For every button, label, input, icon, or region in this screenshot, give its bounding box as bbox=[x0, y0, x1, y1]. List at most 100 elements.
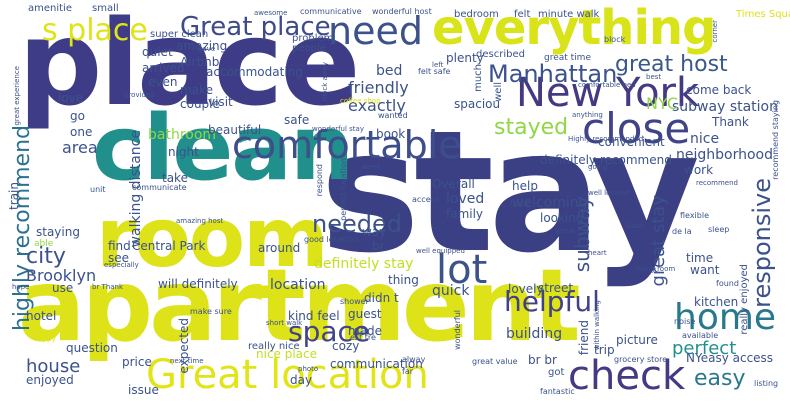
word-felt: felt bbox=[514, 9, 531, 20]
word-beautiful: beautiful bbox=[208, 123, 262, 137]
word-come-back: come back bbox=[686, 83, 752, 97]
word-door: door bbox=[626, 221, 645, 230]
word-building: building bbox=[506, 326, 563, 342]
word-well-equipped: well equipped bbox=[416, 247, 465, 255]
word-left: left bbox=[432, 61, 444, 69]
word-respond: respond bbox=[315, 164, 324, 197]
word-room: room bbox=[96, 191, 329, 286]
word-lot: lot bbox=[436, 247, 488, 293]
word-way: way bbox=[362, 225, 387, 239]
word-wanted: wanted bbox=[378, 111, 408, 120]
word-bedroom: bedroom bbox=[454, 9, 499, 20]
word-couple: couple bbox=[180, 97, 220, 111]
word-nice: nice bbox=[690, 131, 720, 147]
word-communicate: communicate bbox=[132, 183, 187, 192]
word-time: time bbox=[686, 251, 714, 265]
word-highly-recommend: highly recommend bbox=[10, 125, 35, 332]
word-wonderful: wonderful bbox=[453, 310, 462, 350]
word-expected: expected bbox=[177, 318, 191, 374]
word-new-york: New York bbox=[516, 70, 700, 116]
word-de-la: de la bbox=[672, 227, 692, 236]
word-great-location: Great location bbox=[146, 352, 429, 398]
word-always: alway bbox=[402, 355, 426, 364]
word-awesome: awesome bbox=[254, 9, 288, 17]
word-coffee-shop: coffee shop bbox=[340, 97, 381, 105]
word-quick: quick bbox=[432, 283, 470, 299]
word-week: week bbox=[362, 163, 381, 171]
word-around: around bbox=[258, 241, 301, 255]
word-plenty: plenty bbox=[446, 51, 484, 65]
word-make-sure: make sure bbox=[190, 307, 232, 316]
word-going: going bbox=[588, 163, 608, 171]
word-helpful: helpful bbox=[504, 285, 600, 318]
word-question: question bbox=[66, 341, 118, 355]
word-kind-feel: kind feel bbox=[288, 309, 340, 323]
word-enjoyed: enjoyed bbox=[26, 373, 74, 387]
word-br: br bbox=[372, 239, 385, 253]
word-price: price bbox=[122, 355, 152, 369]
word-able: able bbox=[34, 239, 54, 249]
word-friend: friend bbox=[577, 320, 591, 356]
word-airbnb: Airbnb bbox=[180, 55, 220, 69]
word-spaciou: spaciou bbox=[454, 97, 501, 111]
word-quiet: quiet bbox=[142, 45, 173, 59]
word-neighborhood: neighborhood bbox=[676, 147, 773, 163]
word-know: know bbox=[556, 227, 575, 235]
word-within-walking: within walking bbox=[593, 300, 601, 351]
word-book: book bbox=[376, 127, 406, 141]
word-everything: everything bbox=[432, 0, 716, 56]
word-good-location: good location bbox=[304, 235, 359, 244]
word-thing: thing bbox=[388, 273, 419, 287]
word-night: night bbox=[168, 145, 199, 159]
word-convenient: convenient bbox=[598, 135, 665, 149]
word-really-nice: really nice bbox=[248, 341, 300, 352]
word-go: go bbox=[70, 109, 85, 123]
word-amenitie: amenitie bbox=[28, 3, 72, 14]
word-close: close bbox=[582, 104, 691, 153]
word-stay: stay bbox=[320, 94, 700, 290]
word-minute-walk: minute walk bbox=[538, 9, 600, 20]
word-great-value: great value bbox=[472, 357, 518, 366]
word-br-br: br br bbox=[528, 353, 557, 367]
word-gave: gave bbox=[198, 45, 216, 53]
word-found: found bbox=[716, 279, 739, 288]
word-happy: happy bbox=[34, 335, 56, 343]
word-will-definitely: will definitely bbox=[158, 277, 238, 291]
word-check: check bbox=[568, 353, 686, 399]
word-space: space bbox=[288, 315, 371, 348]
word-brooklyn: Brooklyn bbox=[26, 266, 97, 285]
word-perfect-location: perfect location bbox=[339, 158, 348, 221]
word-amazing-host: amazing host bbox=[176, 217, 224, 225]
word-back: back bbox=[510, 199, 530, 208]
word-didn-t: didn t bbox=[364, 291, 399, 305]
word-find: find bbox=[108, 239, 131, 253]
word-needed: needed bbox=[312, 210, 402, 238]
word-visit: visit bbox=[208, 95, 233, 109]
word-trip: trip bbox=[594, 343, 615, 357]
word-city: city bbox=[26, 244, 66, 269]
word-noise: noise bbox=[674, 317, 696, 326]
word-responsive: responsive bbox=[748, 178, 776, 308]
word-provided: provided bbox=[124, 91, 155, 99]
word-see: see bbox=[108, 251, 130, 265]
word-especially: especially bbox=[104, 261, 139, 269]
word-corner: corner bbox=[711, 20, 719, 43]
word-photo: photo bbox=[298, 365, 319, 373]
word-clean: clean bbox=[92, 96, 354, 201]
word-highly-recommended: Highly recommended bbox=[568, 135, 644, 143]
word-exactly: exactly bbox=[348, 96, 406, 115]
word-cozy: cozy bbox=[332, 339, 360, 353]
word-comfortable: comfortable bbox=[232, 123, 462, 167]
word-sleep: sleep bbox=[708, 225, 730, 234]
word-want: want bbox=[690, 263, 720, 277]
word-bed: bed bbox=[376, 63, 403, 79]
word-really-enjoyed: really enjoyed bbox=[739, 264, 750, 335]
word-loved: loved bbox=[446, 191, 485, 207]
word-next-time: next time bbox=[170, 357, 204, 365]
word-got: got bbox=[548, 367, 565, 378]
word-communication: communication bbox=[330, 357, 423, 371]
word-great-time: great time bbox=[544, 53, 591, 63]
word-stayed: stayed bbox=[494, 115, 569, 140]
word-perfect: perfect bbox=[672, 338, 737, 359]
